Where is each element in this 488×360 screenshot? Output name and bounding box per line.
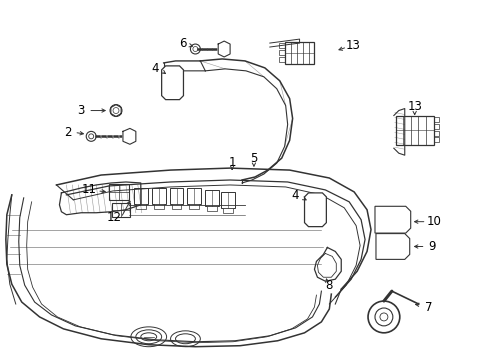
Text: 5: 5 — [250, 152, 257, 165]
Circle shape — [374, 308, 392, 326]
Circle shape — [393, 237, 399, 243]
Text: 8: 8 — [325, 279, 332, 292]
Text: 4: 4 — [151, 62, 158, 75]
Text: 10: 10 — [426, 215, 441, 228]
Circle shape — [86, 131, 96, 141]
Bar — [433, 137, 439, 142]
Circle shape — [169, 69, 175, 75]
Bar — [278, 57, 284, 62]
Circle shape — [381, 217, 387, 223]
Bar — [278, 43, 284, 48]
Bar — [278, 50, 284, 55]
Bar — [189, 204, 199, 209]
Polygon shape — [304, 193, 325, 227]
Bar — [284, 42, 314, 64]
Polygon shape — [375, 234, 409, 260]
Circle shape — [110, 105, 122, 117]
Bar — [151, 188, 165, 204]
Bar — [221, 192, 235, 208]
Bar — [169, 188, 183, 204]
Text: 9: 9 — [427, 240, 434, 253]
Circle shape — [312, 218, 318, 224]
Text: 13: 13 — [407, 100, 421, 113]
Polygon shape — [218, 41, 230, 57]
Text: 1: 1 — [228, 156, 235, 168]
Text: 6: 6 — [179, 37, 186, 50]
Circle shape — [312, 196, 318, 202]
Circle shape — [190, 44, 200, 54]
Text: 7: 7 — [424, 301, 431, 314]
Circle shape — [393, 251, 399, 256]
Text: 4: 4 — [291, 189, 299, 202]
Bar — [223, 208, 233, 213]
Bar — [112, 203, 130, 217]
Bar — [433, 131, 439, 136]
Bar — [134, 188, 147, 204]
Bar — [433, 125, 439, 129]
Circle shape — [393, 224, 399, 230]
Bar — [187, 188, 201, 204]
Text: 12: 12 — [106, 211, 121, 224]
Bar — [433, 117, 439, 122]
Text: 11: 11 — [81, 184, 97, 197]
Circle shape — [169, 91, 175, 96]
Text: 13: 13 — [345, 39, 360, 51]
Circle shape — [393, 210, 399, 216]
Bar — [171, 204, 181, 209]
Bar — [153, 204, 163, 209]
Circle shape — [381, 243, 387, 249]
Circle shape — [367, 301, 399, 333]
Polygon shape — [122, 129, 136, 144]
Bar — [205, 190, 219, 206]
Text: 3: 3 — [78, 104, 85, 117]
Bar — [136, 204, 145, 209]
Polygon shape — [374, 206, 410, 233]
Bar — [109, 184, 129, 200]
Text: 2: 2 — [63, 126, 71, 139]
Bar — [167, 73, 177, 87]
Bar — [310, 200, 320, 214]
Bar — [395, 116, 433, 145]
Polygon shape — [162, 66, 183, 100]
Bar — [207, 206, 217, 211]
